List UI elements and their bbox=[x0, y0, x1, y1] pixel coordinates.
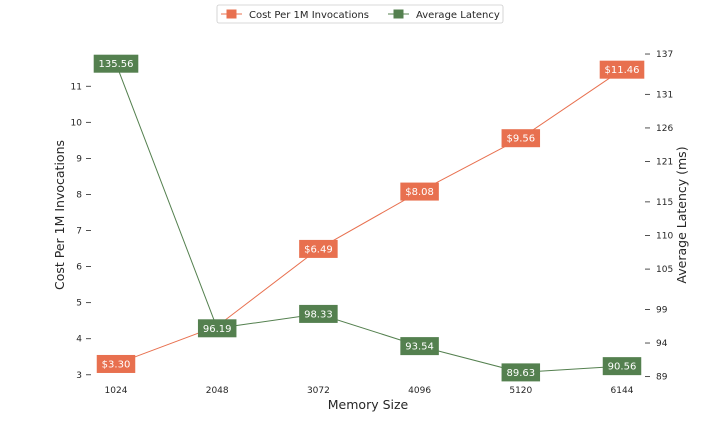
cost-data-label: $11.46 bbox=[599, 60, 645, 79]
y-left-tick-label: 10 bbox=[71, 118, 83, 128]
y-right-tick-label: 131 bbox=[656, 90, 673, 100]
y-right-tick-label: 137 bbox=[656, 50, 673, 60]
series-line-cost bbox=[115, 69, 623, 365]
latency-data-label-text: 98.33 bbox=[304, 309, 333, 320]
latency-data-label-box bbox=[299, 304, 338, 323]
y-right-tick-label: 89 bbox=[656, 373, 668, 383]
x-tick-label: 3072 bbox=[307, 386, 330, 396]
y-left-tick-label: 5 bbox=[76, 299, 82, 309]
y-left-tick-label: 8 bbox=[76, 190, 82, 200]
latency-data-label-text: 135.56 bbox=[99, 59, 134, 70]
cost-data-label-text: $3.30 bbox=[102, 359, 131, 370]
x-tick-label: 4096 bbox=[408, 386, 431, 396]
cost-data-label: $8.08 bbox=[400, 182, 439, 201]
latency-data-label-box bbox=[93, 54, 139, 73]
y-left-tick-label: 6 bbox=[76, 263, 82, 273]
latency-data-label: 96.19 bbox=[197, 319, 237, 338]
latency-data-label-text: 90.56 bbox=[608, 362, 637, 373]
y-right-tick-label: 94 bbox=[656, 339, 668, 349]
latency-data-label-box bbox=[602, 357, 642, 376]
cost-data-label-text: $9.56 bbox=[506, 134, 535, 145]
latency-data-label-box bbox=[400, 337, 439, 356]
y-left-tick-label: 11 bbox=[71, 82, 82, 92]
legend-label-latency: Average Latency bbox=[416, 10, 500, 21]
cost-data-label-box bbox=[599, 60, 645, 79]
y-left-tick-label: 3 bbox=[76, 371, 82, 381]
cost-data-label-box bbox=[501, 129, 541, 148]
latency-data-label-text: 93.54 bbox=[405, 342, 434, 353]
y-right-tick-label: 99 bbox=[656, 305, 668, 315]
series-line-latency bbox=[115, 63, 623, 373]
latency-data-label: 93.54 bbox=[400, 337, 439, 356]
latency-data-label-text: 96.19 bbox=[203, 324, 232, 335]
latency-data-label-box bbox=[197, 319, 237, 338]
x-tick-label: 1024 bbox=[105, 386, 128, 396]
cost-data-label: $6.49 bbox=[299, 239, 338, 258]
y-right-tick-label: 115 bbox=[656, 198, 673, 208]
y-left-tick-label: 4 bbox=[76, 335, 82, 345]
x-tick-label: 2048 bbox=[206, 386, 229, 396]
y-left-tick-label: 9 bbox=[76, 154, 82, 164]
latency-data-label-box bbox=[501, 363, 541, 382]
cost-data-label-text: $8.08 bbox=[405, 187, 434, 198]
axes: 1024 2048 3072 4096 5120 61443456789101189949… bbox=[71, 50, 674, 396]
y-left-axis-title: Cost Per 1M Invocations bbox=[52, 140, 67, 290]
y-left-tick-label: 7 bbox=[76, 227, 82, 237]
cost-data-label-box bbox=[299, 239, 338, 258]
legend: Cost Per 1M Invocations Average Latency bbox=[216, 4, 504, 24]
legend-marker-latency bbox=[393, 9, 404, 19]
cost-data-label-box bbox=[400, 182, 439, 201]
legend-label-cost: Cost Per 1M Invocations bbox=[249, 10, 369, 21]
y-right-axis-title: Average Latency (ms) bbox=[674, 146, 689, 283]
cost-data-label-text: $11.46 bbox=[605, 65, 640, 76]
data-labels: $3.30 $6.49 $8.08 $9.56 $11.46 135.56 96.19 98.… bbox=[93, 54, 645, 382]
cost-data-label: $3.30 bbox=[96, 354, 136, 373]
y-right-tick-label: 121 bbox=[656, 158, 673, 168]
cost-data-label-text: $6.49 bbox=[304, 244, 333, 255]
x-axis-title: Memory Size bbox=[328, 397, 409, 412]
x-tick-label: 5120 bbox=[509, 386, 532, 396]
x-tick-label: 6144 bbox=[611, 386, 634, 396]
latency-data-label: 135.56 bbox=[93, 54, 139, 73]
y-right-tick-label: 126 bbox=[656, 124, 673, 134]
latency-data-label: 98.33 bbox=[299, 304, 338, 323]
legend-frame bbox=[216, 4, 504, 24]
cost-data-label: $9.56 bbox=[501, 129, 541, 148]
latency-data-label: 89.63 bbox=[501, 363, 541, 382]
y-right-tick-label: 110 bbox=[656, 231, 673, 241]
cost-data-label-box bbox=[96, 354, 136, 373]
latency-data-label-text: 89.63 bbox=[506, 368, 535, 379]
y-right-tick-label: 105 bbox=[656, 265, 673, 275]
latency-data-label: 90.56 bbox=[602, 357, 642, 376]
legend-marker-cost bbox=[226, 9, 237, 19]
series-lines bbox=[115, 63, 623, 373]
